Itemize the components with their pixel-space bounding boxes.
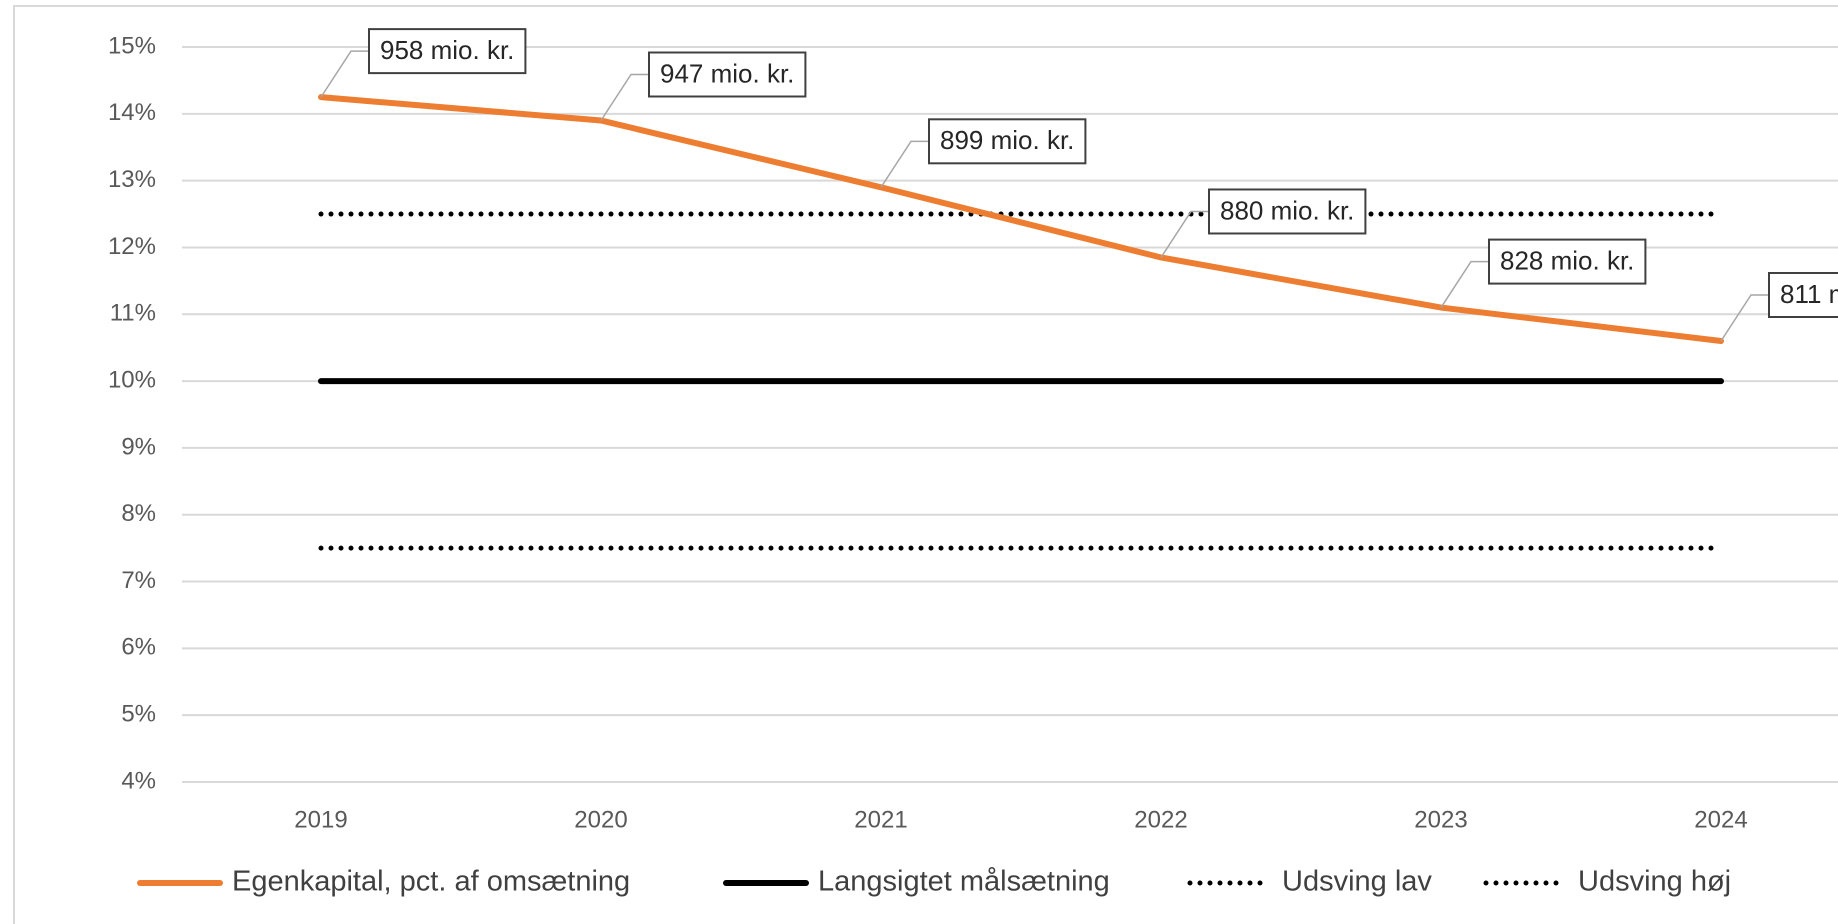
data-label-box — [1768, 272, 1838, 318]
chart-frame — [13, 5, 1838, 924]
series-line — [318, 94, 1724, 344]
legend-label: Egenkapital, pct. af omsætning — [232, 866, 630, 898]
y-tick-label: 9% — [121, 433, 156, 460]
x-tick-label: 2019 — [294, 806, 347, 833]
data-label: 958 mio. kr. — [380, 35, 514, 65]
leader-line — [600, 73, 649, 121]
y-tick-label: 14% — [108, 99, 156, 126]
data-label: 899 mio. kr. — [940, 125, 1074, 155]
data-label-box — [368, 28, 527, 75]
legend-label: Udsving lav — [1282, 866, 1432, 898]
data-label: 828 mio. kr. — [1500, 245, 1634, 275]
y-tick-label: 12% — [108, 233, 156, 260]
leader-line — [1440, 260, 1489, 309]
y-tick-label: 11% — [110, 300, 156, 327]
leader-line — [1720, 294, 1769, 342]
y-tick-label: 4% — [121, 767, 156, 794]
data-label-box — [648, 51, 807, 98]
x-tick-label: 2021 — [854, 806, 907, 833]
y-tick-label: 7% — [121, 567, 156, 594]
data-label: 880 mio. kr. — [1220, 195, 1354, 225]
y-tick-label: 15% — [108, 32, 156, 59]
y-tick-label: 5% — [121, 701, 156, 728]
y-tick-label: 13% — [108, 166, 156, 193]
data-label-box — [1208, 188, 1367, 235]
x-tick-label: 2024 — [1694, 806, 1747, 833]
leader-line — [320, 50, 369, 98]
data-label-box — [928, 118, 1087, 165]
legend-label: Udsving høj — [1578, 866, 1731, 898]
x-tick-label: 2023 — [1414, 806, 1467, 833]
x-tick-label: 2022 — [1134, 806, 1187, 833]
data-label-box — [1488, 238, 1647, 285]
leader-line — [1160, 210, 1209, 258]
data-label: 811 mio. kr. — [1780, 279, 1838, 309]
x-tick-label: 2020 — [574, 806, 627, 833]
y-tick-label: 8% — [121, 500, 156, 527]
data-label: 947 mio. kr. — [660, 58, 794, 88]
leader-line — [880, 140, 929, 188]
y-tick-label: 10% — [108, 366, 156, 393]
y-tick-label: 6% — [121, 634, 156, 661]
legend-label: Langsigtet målsætning — [818, 866, 1110, 898]
